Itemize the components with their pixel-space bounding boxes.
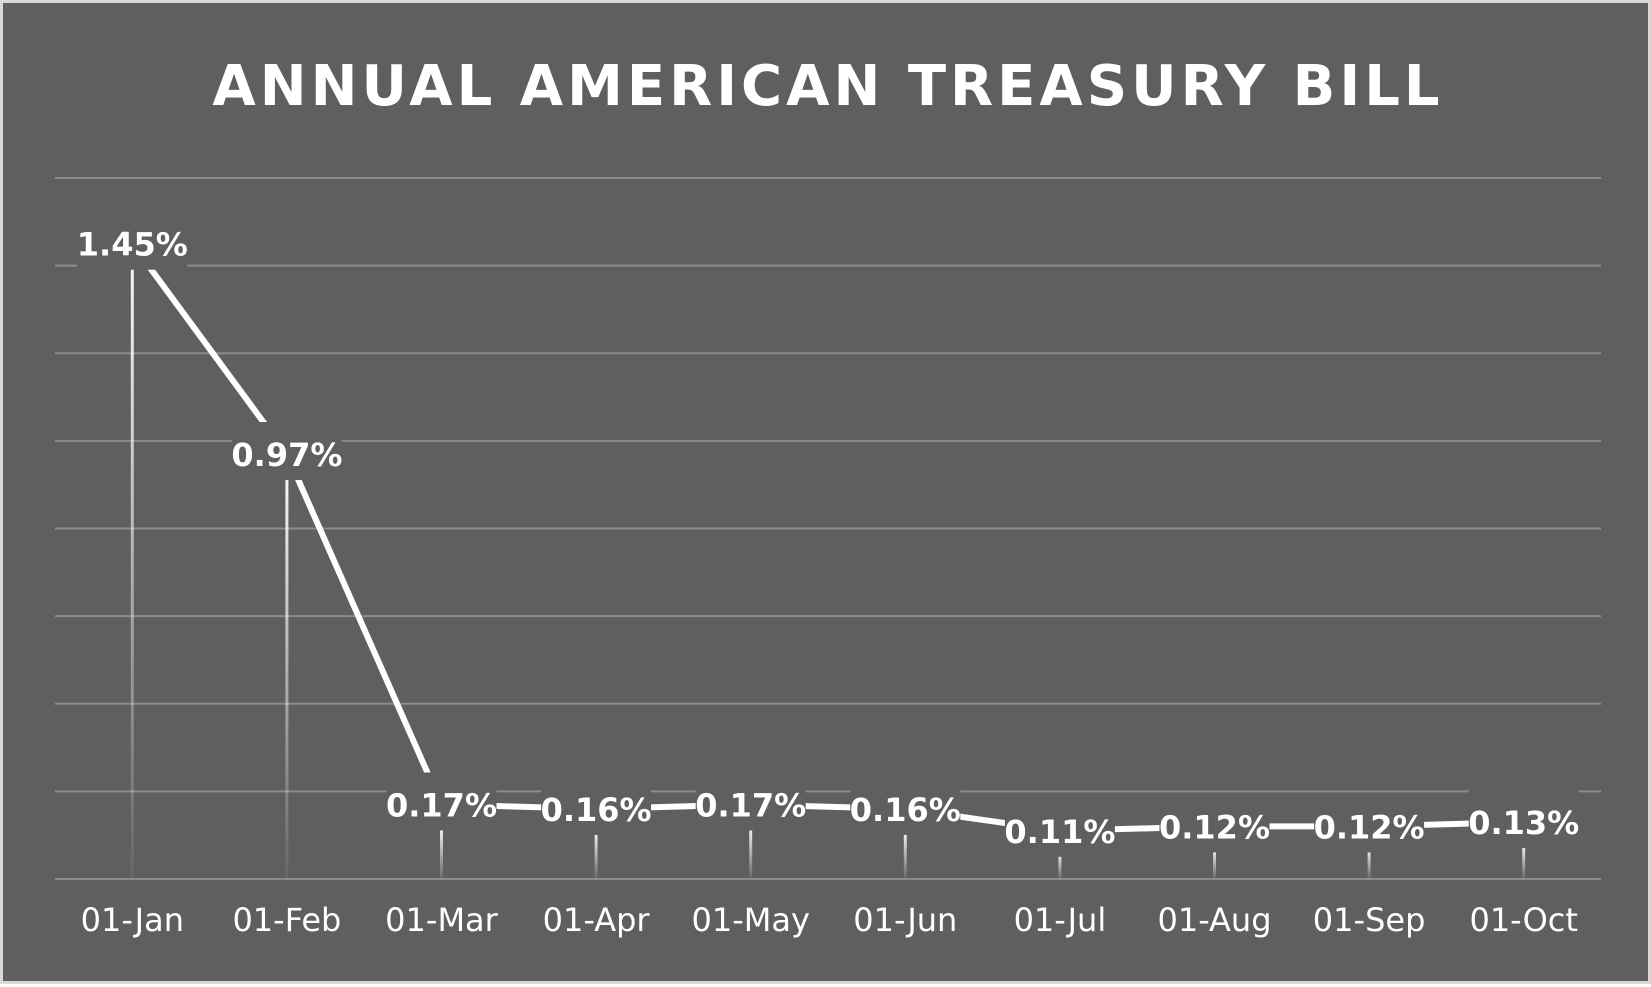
data-label-01-Feb: 0.97% <box>231 422 342 481</box>
x-tick-label: 01-Feb <box>232 901 341 939</box>
data-label-01-Apr: 0.16% <box>541 776 652 835</box>
data-label-text: 0.13% <box>1468 804 1579 842</box>
data-label-text: 0.11% <box>1004 813 1115 851</box>
data-label-01-Oct: 0.13% <box>1468 790 1579 849</box>
drop-line <box>749 826 753 879</box>
drop-line <box>1367 848 1371 879</box>
drop-line <box>903 830 907 879</box>
drop-line <box>1213 848 1216 879</box>
data-label-text: 0.16% <box>541 791 652 829</box>
data-label-background <box>850 776 961 835</box>
data-label-01-Aug: 0.12% <box>1159 794 1270 853</box>
data-label-background <box>695 772 806 831</box>
x-tick-label: 01-Jan <box>81 901 184 939</box>
data-label-text: 0.17% <box>695 787 806 825</box>
data-label-01-Jul: 0.11% <box>1004 798 1115 857</box>
x-tick-label: 01-Aug <box>1157 901 1271 939</box>
data-label-text: 0.12% <box>1314 808 1425 846</box>
drop-lines <box>130 265 1526 879</box>
x-tick-label: 01-Mar <box>385 901 498 939</box>
data-label-text: 0.16% <box>850 791 961 829</box>
chart-title: ANNUAL AMERICAN TREASURY BILL <box>212 54 1443 119</box>
x-tick-label: 01-Oct <box>1469 901 1577 939</box>
x-tick-label: 01-May <box>691 901 809 939</box>
x-axis-tick-labels: 01-Jan 01-Feb 01-Mar 01-Apr 01-May 01-Jun 01-J… <box>81 901 1578 939</box>
data-label-background <box>1314 794 1425 853</box>
data-label-background <box>231 422 342 481</box>
data-label-text: 0.97% <box>231 436 342 474</box>
data-label-background <box>1468 790 1579 849</box>
data-label-text: 0.12% <box>1159 808 1270 846</box>
x-tick-label: 01-Apr <box>543 901 651 939</box>
drop-line <box>285 476 289 879</box>
data-label-01-Sep: 0.12% <box>1314 794 1425 853</box>
drop-line <box>1058 852 1062 879</box>
x-tick-label: 01-Jun <box>853 901 957 939</box>
data-labels: 1.45% 0.97% 0.17% 0.16% 0.17% 0.16% 0.11% 0.12%… <box>77 211 1579 857</box>
drop-line <box>594 830 598 879</box>
data-label-background <box>541 776 652 835</box>
series-line-path <box>129 241 1524 834</box>
x-tick-label: 01-Jul <box>1014 901 1107 939</box>
drop-line <box>130 265 134 879</box>
data-label-01-Mar: 0.17% <box>386 772 497 831</box>
drop-line <box>1522 844 1526 879</box>
data-label-text: 0.17% <box>386 787 497 825</box>
data-label-01-Jun: 0.16% <box>850 776 961 835</box>
data-label-background <box>1004 798 1115 857</box>
data-label-background <box>77 211 188 270</box>
x-tick-label: 01-Sep <box>1313 901 1426 939</box>
drop-line <box>440 826 443 879</box>
data-label-background <box>386 772 497 831</box>
data-label-text: 1.45% <box>77 226 188 264</box>
series-line <box>129 241 1524 834</box>
line-chart: ANNUAL AMERICAN TREASURY BILL 1.45% 0.97%… <box>55 54 1601 939</box>
data-label-background <box>1159 794 1270 853</box>
data-label-01-Jan: 1.45% <box>77 211 188 270</box>
data-label-01-May: 0.17% <box>695 772 806 831</box>
